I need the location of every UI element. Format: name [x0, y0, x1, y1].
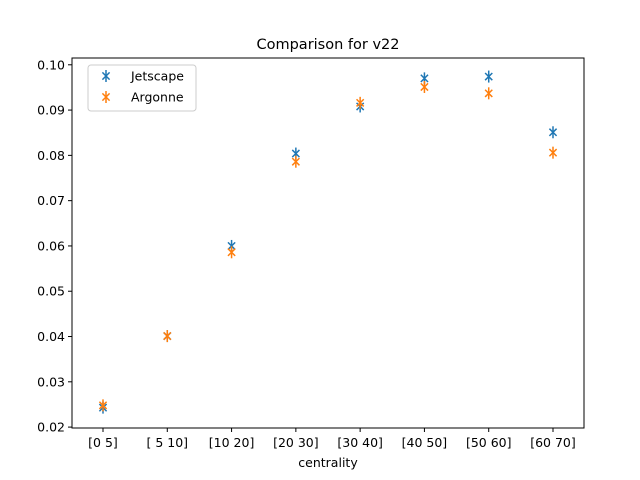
legend-marker: [101, 92, 111, 102]
x-tick-label: [ 5 10]: [147, 435, 189, 450]
data-point: [98, 401, 108, 410]
data-point: [227, 241, 236, 251]
data-marks: [98, 70, 558, 414]
data-point: [227, 248, 236, 257]
legend-entries: Jetscape Argonne: [101, 69, 184, 105]
y-tick-label: 0.06: [37, 238, 65, 253]
data-point: [548, 148, 558, 157]
data-point: [484, 72, 493, 81]
y-tick-label: 0.02: [37, 420, 65, 435]
x-tick-label: [40 50]: [402, 435, 448, 450]
x-tick-label: [0 5]: [88, 435, 118, 450]
data-point: [163, 331, 172, 341]
x-tick-label: [30 40]: [337, 435, 383, 450]
legend-box: [87, 64, 197, 112]
data-point: [548, 128, 558, 137]
data-point: [420, 82, 429, 92]
data-point: [356, 98, 365, 107]
y-tick-label: 0.04: [37, 329, 65, 344]
x-tick-label: [10 20]: [209, 435, 255, 450]
y-tick-label: 0.10: [37, 57, 65, 72]
x-axis-label: centrality: [298, 455, 358, 470]
legend-label: Argonne: [131, 90, 184, 105]
plot-frame: [71, 57, 585, 429]
y-axis-ticks: 0.02 0.03 0.04 0.05 0.06 0.07 0.08 0.09 0.10: [37, 57, 72, 435]
y-tick-label: 0.08: [37, 148, 65, 163]
data-point: [420, 74, 429, 83]
x-tick-label: [60 70]: [530, 435, 576, 450]
legend: Jetscape Argonne: [87, 64, 197, 112]
y-tick-label: 0.09: [37, 103, 65, 118]
data-point: [291, 149, 300, 158]
legend-marker: [101, 71, 111, 81]
y-tick-label: 0.03: [37, 374, 65, 389]
series-argonne: [98, 80, 558, 412]
x-axis-ticks: [0 5] [ 5 10] [10 20] [20 30] [30 40] [40 50]…: [88, 428, 576, 450]
x-tick-label: [20 30]: [273, 435, 319, 450]
data-point: [291, 157, 300, 166]
x-tick-label: [50 60]: [466, 435, 512, 450]
chart-title: Comparison for v22: [256, 37, 399, 53]
data-point: [484, 89, 493, 98]
y-tick-label: 0.07: [37, 193, 65, 208]
y-tick-label: 0.05: [37, 284, 65, 299]
legend-label: Jetscape: [130, 69, 184, 84]
